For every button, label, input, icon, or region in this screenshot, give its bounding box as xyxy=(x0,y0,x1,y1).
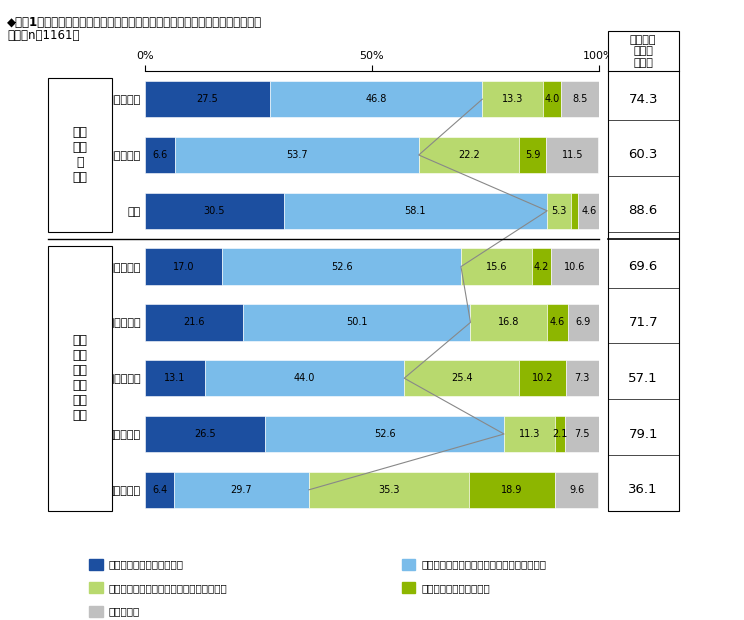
Bar xyxy=(542,81,561,117)
Bar xyxy=(175,137,419,173)
Text: 15.6: 15.6 xyxy=(486,262,507,272)
Bar xyxy=(565,416,599,452)
Bar xyxy=(270,81,482,117)
Text: 88.6: 88.6 xyxy=(629,205,658,217)
Text: 10.6: 10.6 xyxy=(564,262,586,272)
Text: 69.6: 69.6 xyxy=(629,260,658,273)
Bar xyxy=(551,249,599,285)
Bar xyxy=(174,472,309,508)
Text: 35.3: 35.3 xyxy=(378,485,400,495)
Text: 5.3: 5.3 xyxy=(551,206,567,216)
Bar xyxy=(482,81,542,117)
Text: 10.2: 10.2 xyxy=(532,373,554,383)
Text: 52.6: 52.6 xyxy=(374,429,396,439)
Bar xyxy=(568,304,599,340)
Text: 6.4: 6.4 xyxy=(152,485,167,495)
Text: 26.5: 26.5 xyxy=(194,429,216,439)
Text: どちらかと言えば下降する（減る）と思う: どちらかと言えば下降する（減る）と思う xyxy=(109,583,228,593)
Text: 25.4: 25.4 xyxy=(451,373,472,383)
Text: 8.5: 8.5 xyxy=(572,94,588,104)
Bar xyxy=(404,360,519,396)
Text: 50.1: 50.1 xyxy=(346,317,368,327)
Bar xyxy=(461,249,532,285)
Bar xyxy=(547,193,571,229)
Bar xyxy=(571,193,579,229)
Text: 11.5: 11.5 xyxy=(562,150,583,160)
Text: 52.6: 52.6 xyxy=(331,262,353,272)
Text: 分からない: 分からない xyxy=(109,606,140,616)
Bar xyxy=(504,416,555,452)
Text: 経済
全般
の
環境: 経済 全般 の 環境 xyxy=(72,126,88,184)
Bar xyxy=(145,472,174,508)
Text: 4.2: 4.2 xyxy=(533,262,549,272)
Text: 4.6: 4.6 xyxy=(581,206,597,216)
Text: 5.9: 5.9 xyxy=(525,150,541,160)
Text: 21.6: 21.6 xyxy=(183,317,205,327)
Text: 6.9: 6.9 xyxy=(576,317,591,327)
Text: 2.1: 2.1 xyxy=(553,429,568,439)
Text: 36.1: 36.1 xyxy=(629,484,658,496)
Text: 30.5: 30.5 xyxy=(204,206,225,216)
Text: 46.8: 46.8 xyxy=(365,94,387,104)
Text: 60.3: 60.3 xyxy=(629,149,658,161)
Text: 13.3: 13.3 xyxy=(501,94,523,104)
Text: 16.8: 16.8 xyxy=(498,317,519,327)
Text: 上昇する（増える）と思う: 上昇する（増える）と思う xyxy=(109,559,184,569)
Bar xyxy=(243,304,470,340)
Bar xyxy=(561,81,600,117)
Bar xyxy=(565,360,599,396)
Bar xyxy=(579,193,600,229)
Bar xyxy=(470,304,547,340)
Text: 全体［n＝1161］: 全体［n＝1161］ xyxy=(7,29,80,42)
Text: 17.0: 17.0 xyxy=(173,262,194,272)
Bar xyxy=(309,472,469,508)
Text: 53.7: 53.7 xyxy=(286,150,308,160)
Bar xyxy=(469,472,555,508)
Text: 71.7: 71.7 xyxy=(629,316,658,329)
Text: 29.7: 29.7 xyxy=(231,485,252,495)
Bar xyxy=(547,304,568,340)
Text: 57.1: 57.1 xyxy=(629,372,658,384)
Text: 6.6: 6.6 xyxy=(153,150,167,160)
Text: 58.1: 58.1 xyxy=(405,206,426,216)
Text: 74.3: 74.3 xyxy=(629,93,658,105)
Text: 上昇する
と思う
（計）: 上昇する と思う （計） xyxy=(630,35,656,68)
Text: 13.1: 13.1 xyxy=(164,373,185,383)
Text: 79.1: 79.1 xyxy=(629,428,658,440)
Text: 18.9: 18.9 xyxy=(501,485,523,495)
Bar xyxy=(145,249,222,285)
Bar xyxy=(145,81,270,117)
Bar xyxy=(145,304,243,340)
Bar xyxy=(555,416,565,452)
Text: 住宅
や不
動産
に関
する
環境: 住宅 や不 動産 に関 する 環境 xyxy=(72,334,88,422)
Text: 11.3: 11.3 xyxy=(519,429,540,439)
Bar xyxy=(205,360,404,396)
Text: どちらかと言えば上昇する（増える）と思う: どちらかと言えば上昇する（増える）と思う xyxy=(421,559,546,569)
Text: 22.2: 22.2 xyxy=(458,150,480,160)
Text: 9.6: 9.6 xyxy=(569,485,584,495)
Bar xyxy=(532,249,551,285)
Bar xyxy=(145,193,283,229)
Bar xyxy=(222,249,461,285)
Text: 7.3: 7.3 xyxy=(574,373,590,383)
Text: 下降する（減る）と思う: 下降する（減る）と思う xyxy=(421,583,490,593)
Bar xyxy=(145,137,175,173)
Bar xyxy=(145,416,266,452)
Bar xyxy=(145,360,205,396)
Text: 7.5: 7.5 xyxy=(574,429,590,439)
Bar xyxy=(519,360,565,396)
Bar xyxy=(419,137,519,173)
Bar xyxy=(546,137,598,173)
Bar xyxy=(555,472,598,508)
Bar xyxy=(519,137,546,173)
Text: 44.0: 44.0 xyxy=(294,373,315,383)
Bar xyxy=(266,416,504,452)
Text: ◆来年1年間の経済環境の変化をどのように予測しているか　（単一回答形式）: ◆来年1年間の経済環境の変化をどのように予測しているか （単一回答形式） xyxy=(7,16,263,29)
Text: 27.5: 27.5 xyxy=(196,94,218,104)
Text: 4.6: 4.6 xyxy=(550,317,565,327)
Text: 4.0: 4.0 xyxy=(544,94,559,104)
Bar xyxy=(283,193,547,229)
